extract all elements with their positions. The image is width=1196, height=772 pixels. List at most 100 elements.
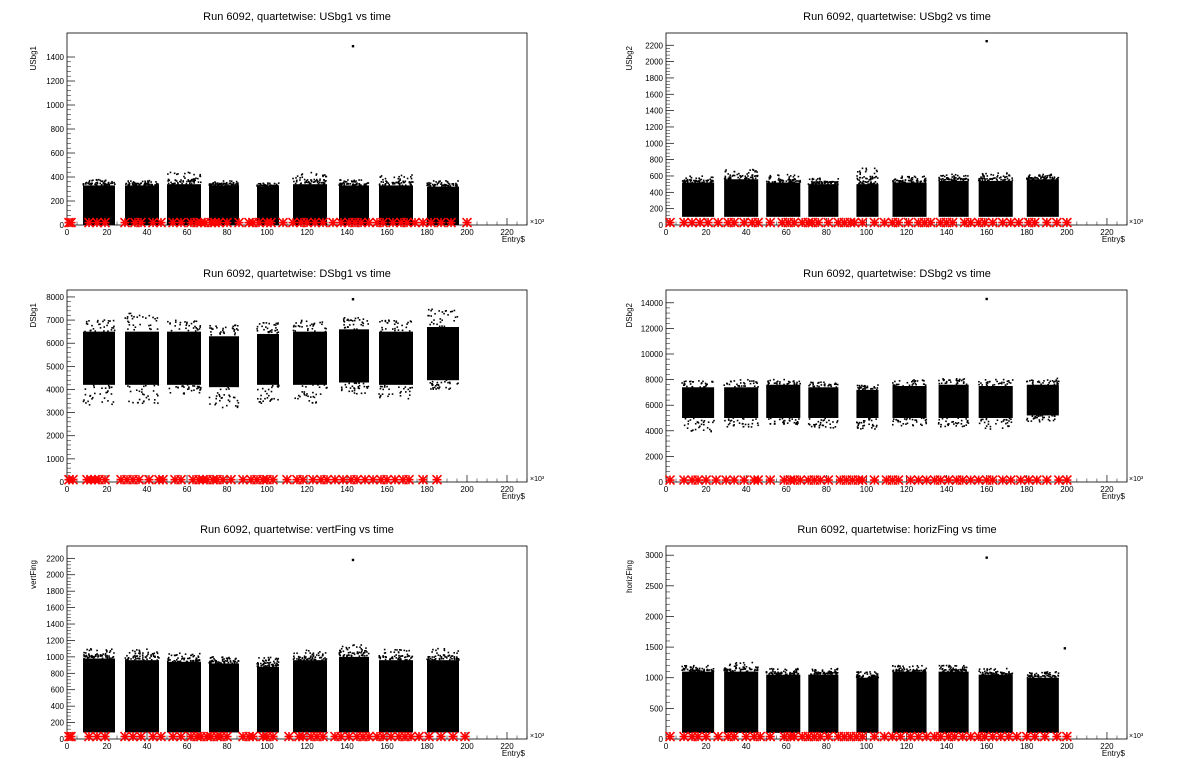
data-point <box>869 671 871 673</box>
data-point <box>788 417 791 420</box>
data-point <box>356 392 358 395</box>
data-point <box>263 657 266 659</box>
data-point <box>128 324 131 326</box>
red-marker <box>425 217 437 228</box>
data-point <box>908 666 911 668</box>
data-point <box>869 182 872 185</box>
data-point <box>271 329 273 331</box>
cluster-core <box>83 658 115 733</box>
data-point <box>393 319 396 322</box>
red-marker <box>83 217 95 228</box>
data-point <box>863 672 866 675</box>
data-point <box>99 655 102 657</box>
data-point <box>437 654 440 656</box>
data-point <box>899 180 901 183</box>
data-point <box>427 658 430 660</box>
data-point <box>186 321 188 324</box>
data-point <box>892 384 895 386</box>
data-point <box>994 668 997 670</box>
data-point <box>965 670 967 673</box>
data-point <box>984 672 987 674</box>
data-point <box>862 420 865 422</box>
data-point <box>741 174 744 177</box>
data-point <box>951 670 953 673</box>
data-point <box>691 667 694 670</box>
data-point <box>729 670 732 673</box>
data-point <box>310 655 312 658</box>
data-point <box>733 170 736 173</box>
data-point <box>694 670 696 672</box>
data-point <box>431 383 434 385</box>
red-marker <box>385 731 397 742</box>
data-point <box>355 382 358 385</box>
y-tick-label: 2000 <box>46 432 64 441</box>
data-point <box>778 673 781 676</box>
red-marker <box>1061 475 1072 486</box>
data-point <box>348 319 350 322</box>
data-point <box>175 173 178 176</box>
data-point <box>793 380 795 382</box>
red-marker <box>935 731 946 742</box>
data-point <box>791 418 794 420</box>
data-point <box>182 180 185 182</box>
data-point <box>1032 417 1035 420</box>
data-point <box>401 184 404 187</box>
data-cluster <box>339 317 370 395</box>
data-point <box>1048 675 1050 677</box>
data-point <box>984 670 986 673</box>
data-point <box>322 183 325 185</box>
data-point <box>316 178 318 181</box>
data-point <box>963 669 965 671</box>
data-point <box>456 652 458 655</box>
data-point <box>318 181 321 184</box>
red-marker <box>221 731 233 742</box>
data-point <box>685 666 687 668</box>
data-point <box>171 660 174 663</box>
data-point <box>99 182 102 185</box>
data-point <box>454 316 457 319</box>
data-cluster <box>208 180 239 225</box>
red-marker <box>678 217 690 228</box>
data-point <box>188 386 190 388</box>
data-point <box>114 183 116 186</box>
data-point <box>167 659 170 661</box>
data-point <box>1009 382 1012 384</box>
data-point <box>448 388 450 390</box>
data-point <box>325 175 328 178</box>
data-point <box>862 385 864 388</box>
data-point <box>127 320 129 323</box>
red-marker <box>363 731 375 742</box>
data-point <box>712 421 714 424</box>
red-marker <box>925 217 936 228</box>
data-point <box>261 325 263 328</box>
data-point <box>219 388 222 391</box>
data-point <box>133 184 136 186</box>
data-point <box>1036 414 1038 417</box>
data-point <box>272 665 274 667</box>
cluster-core <box>766 674 801 733</box>
red-marker <box>283 731 295 742</box>
data-point <box>813 673 816 676</box>
data-point <box>916 665 919 667</box>
red-marker <box>335 217 347 228</box>
data-point <box>923 417 925 420</box>
data-point <box>443 312 445 315</box>
data-point <box>383 648 386 651</box>
data-point <box>315 401 318 403</box>
data-point <box>410 181 413 183</box>
data-point <box>978 178 980 180</box>
red-marker <box>297 731 309 742</box>
data-point <box>305 649 308 652</box>
data-point <box>260 402 263 404</box>
data-point <box>177 183 179 185</box>
data-point <box>150 183 153 186</box>
data-point <box>236 405 239 408</box>
data-point <box>192 385 194 387</box>
red-marker <box>1015 475 1026 486</box>
data-point <box>923 669 926 672</box>
data-point <box>352 323 355 326</box>
data-point <box>346 656 348 658</box>
red-marker <box>461 217 473 228</box>
data-point <box>447 651 450 654</box>
data-point <box>871 424 874 427</box>
